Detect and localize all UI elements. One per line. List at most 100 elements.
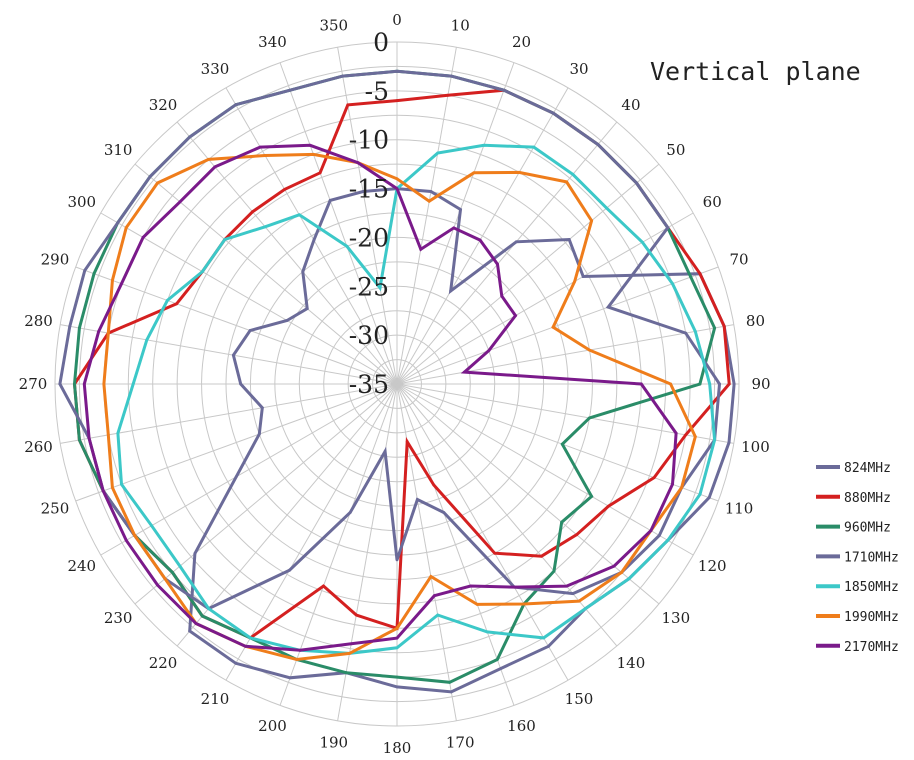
data-point [571, 592, 575, 595]
grid-spoke [176, 383, 398, 647]
legend-label: 960MHz [844, 521, 891, 536]
data-point [395, 636, 399, 640]
grid-spoke [396, 62, 515, 385]
data-point [213, 165, 217, 169]
angle-tick-label: 290 [41, 251, 70, 269]
data-point [346, 103, 350, 107]
data-point [288, 568, 291, 572]
data-point [452, 226, 456, 230]
data-point [449, 74, 453, 78]
data-point [312, 238, 316, 242]
data-point [301, 270, 305, 274]
data-point [251, 210, 254, 214]
data-point [522, 602, 526, 606]
angle-tick-label: 320 [149, 96, 178, 114]
data-point [684, 433, 688, 437]
angle-tick-label: 80 [746, 312, 765, 330]
radial-tick-label: -20 [349, 223, 389, 252]
data-point [87, 436, 91, 440]
series-2170MHz [82, 143, 678, 652]
data-point [567, 238, 571, 241]
legend-label: 824MHz [844, 461, 891, 476]
data-point [718, 382, 721, 386]
data-point [395, 675, 399, 679]
data-point [652, 476, 656, 479]
data-point [472, 171, 476, 175]
grid-spoke [396, 383, 618, 647]
data-point [495, 658, 499, 661]
data-point [248, 329, 252, 332]
angle-tick-label: 190 [319, 733, 348, 751]
data-point [584, 607, 587, 610]
data-point [156, 181, 159, 185]
angle-tick-label: 20 [512, 33, 531, 51]
data-point [573, 280, 577, 283]
data-point [395, 685, 399, 689]
data-point [395, 177, 399, 181]
data-point [166, 299, 169, 302]
angle-tick-label: 230 [104, 609, 133, 627]
data-point [713, 438, 716, 442]
angle-tick-label: 90 [751, 375, 770, 393]
data-point [512, 585, 516, 589]
data-point [106, 331, 110, 335]
angle-tick-label: 120 [698, 557, 727, 575]
data-point [124, 226, 128, 230]
data-point [674, 431, 678, 435]
data-point [671, 282, 674, 286]
data-point [348, 511, 352, 514]
grid-spoke [134, 383, 398, 605]
data-point [68, 324, 72, 328]
grid-spoke [396, 383, 734, 444]
data-point [92, 272, 96, 276]
grid-spoke [337, 383, 398, 721]
grid-spoke [225, 87, 398, 385]
grid-spoke [100, 212, 398, 385]
data-point [649, 529, 653, 532]
data-point [97, 330, 101, 333]
data-point [106, 433, 110, 437]
data-point [120, 282, 123, 286]
grid-spoke [396, 266, 719, 385]
data-point [188, 135, 192, 139]
data-point [429, 190, 433, 193]
data-point [469, 584, 472, 588]
grid-spoke [396, 47, 457, 385]
angle-tick-label: 30 [569, 60, 588, 78]
grid-spoke [225, 383, 398, 681]
data-point [540, 554, 543, 558]
data-point [378, 286, 382, 290]
angle-tick-label: 140 [617, 654, 646, 672]
data-point [590, 495, 593, 498]
data-point [693, 435, 697, 438]
data-point [345, 244, 349, 248]
grid-spoke [279, 383, 398, 706]
data-point [383, 450, 387, 453]
data-point [111, 486, 114, 489]
data-point [478, 238, 482, 242]
angle-tick-label: 210 [201, 690, 230, 708]
data-point [234, 661, 238, 665]
angle-tick-label: 300 [67, 193, 96, 211]
data-point [78, 326, 81, 330]
data-point [223, 238, 227, 241]
data-point [560, 520, 564, 524]
data-point [312, 153, 315, 156]
data-point [641, 240, 644, 244]
data-point [175, 302, 179, 306]
angle-tick-label: 240 [67, 557, 96, 575]
data-point [707, 496, 711, 499]
data-point [639, 382, 643, 386]
data-point [150, 524, 154, 528]
angle-tick-label: 160 [507, 717, 536, 735]
data-point [542, 636, 545, 640]
radial-tick-label: -5 [365, 77, 389, 106]
data-point [188, 629, 192, 633]
data-point [171, 571, 174, 574]
radial-tick-label: -30 [349, 321, 389, 350]
series-layer [58, 69, 736, 694]
data-point [552, 569, 556, 573]
data-point [698, 492, 702, 496]
data-point [101, 489, 105, 493]
